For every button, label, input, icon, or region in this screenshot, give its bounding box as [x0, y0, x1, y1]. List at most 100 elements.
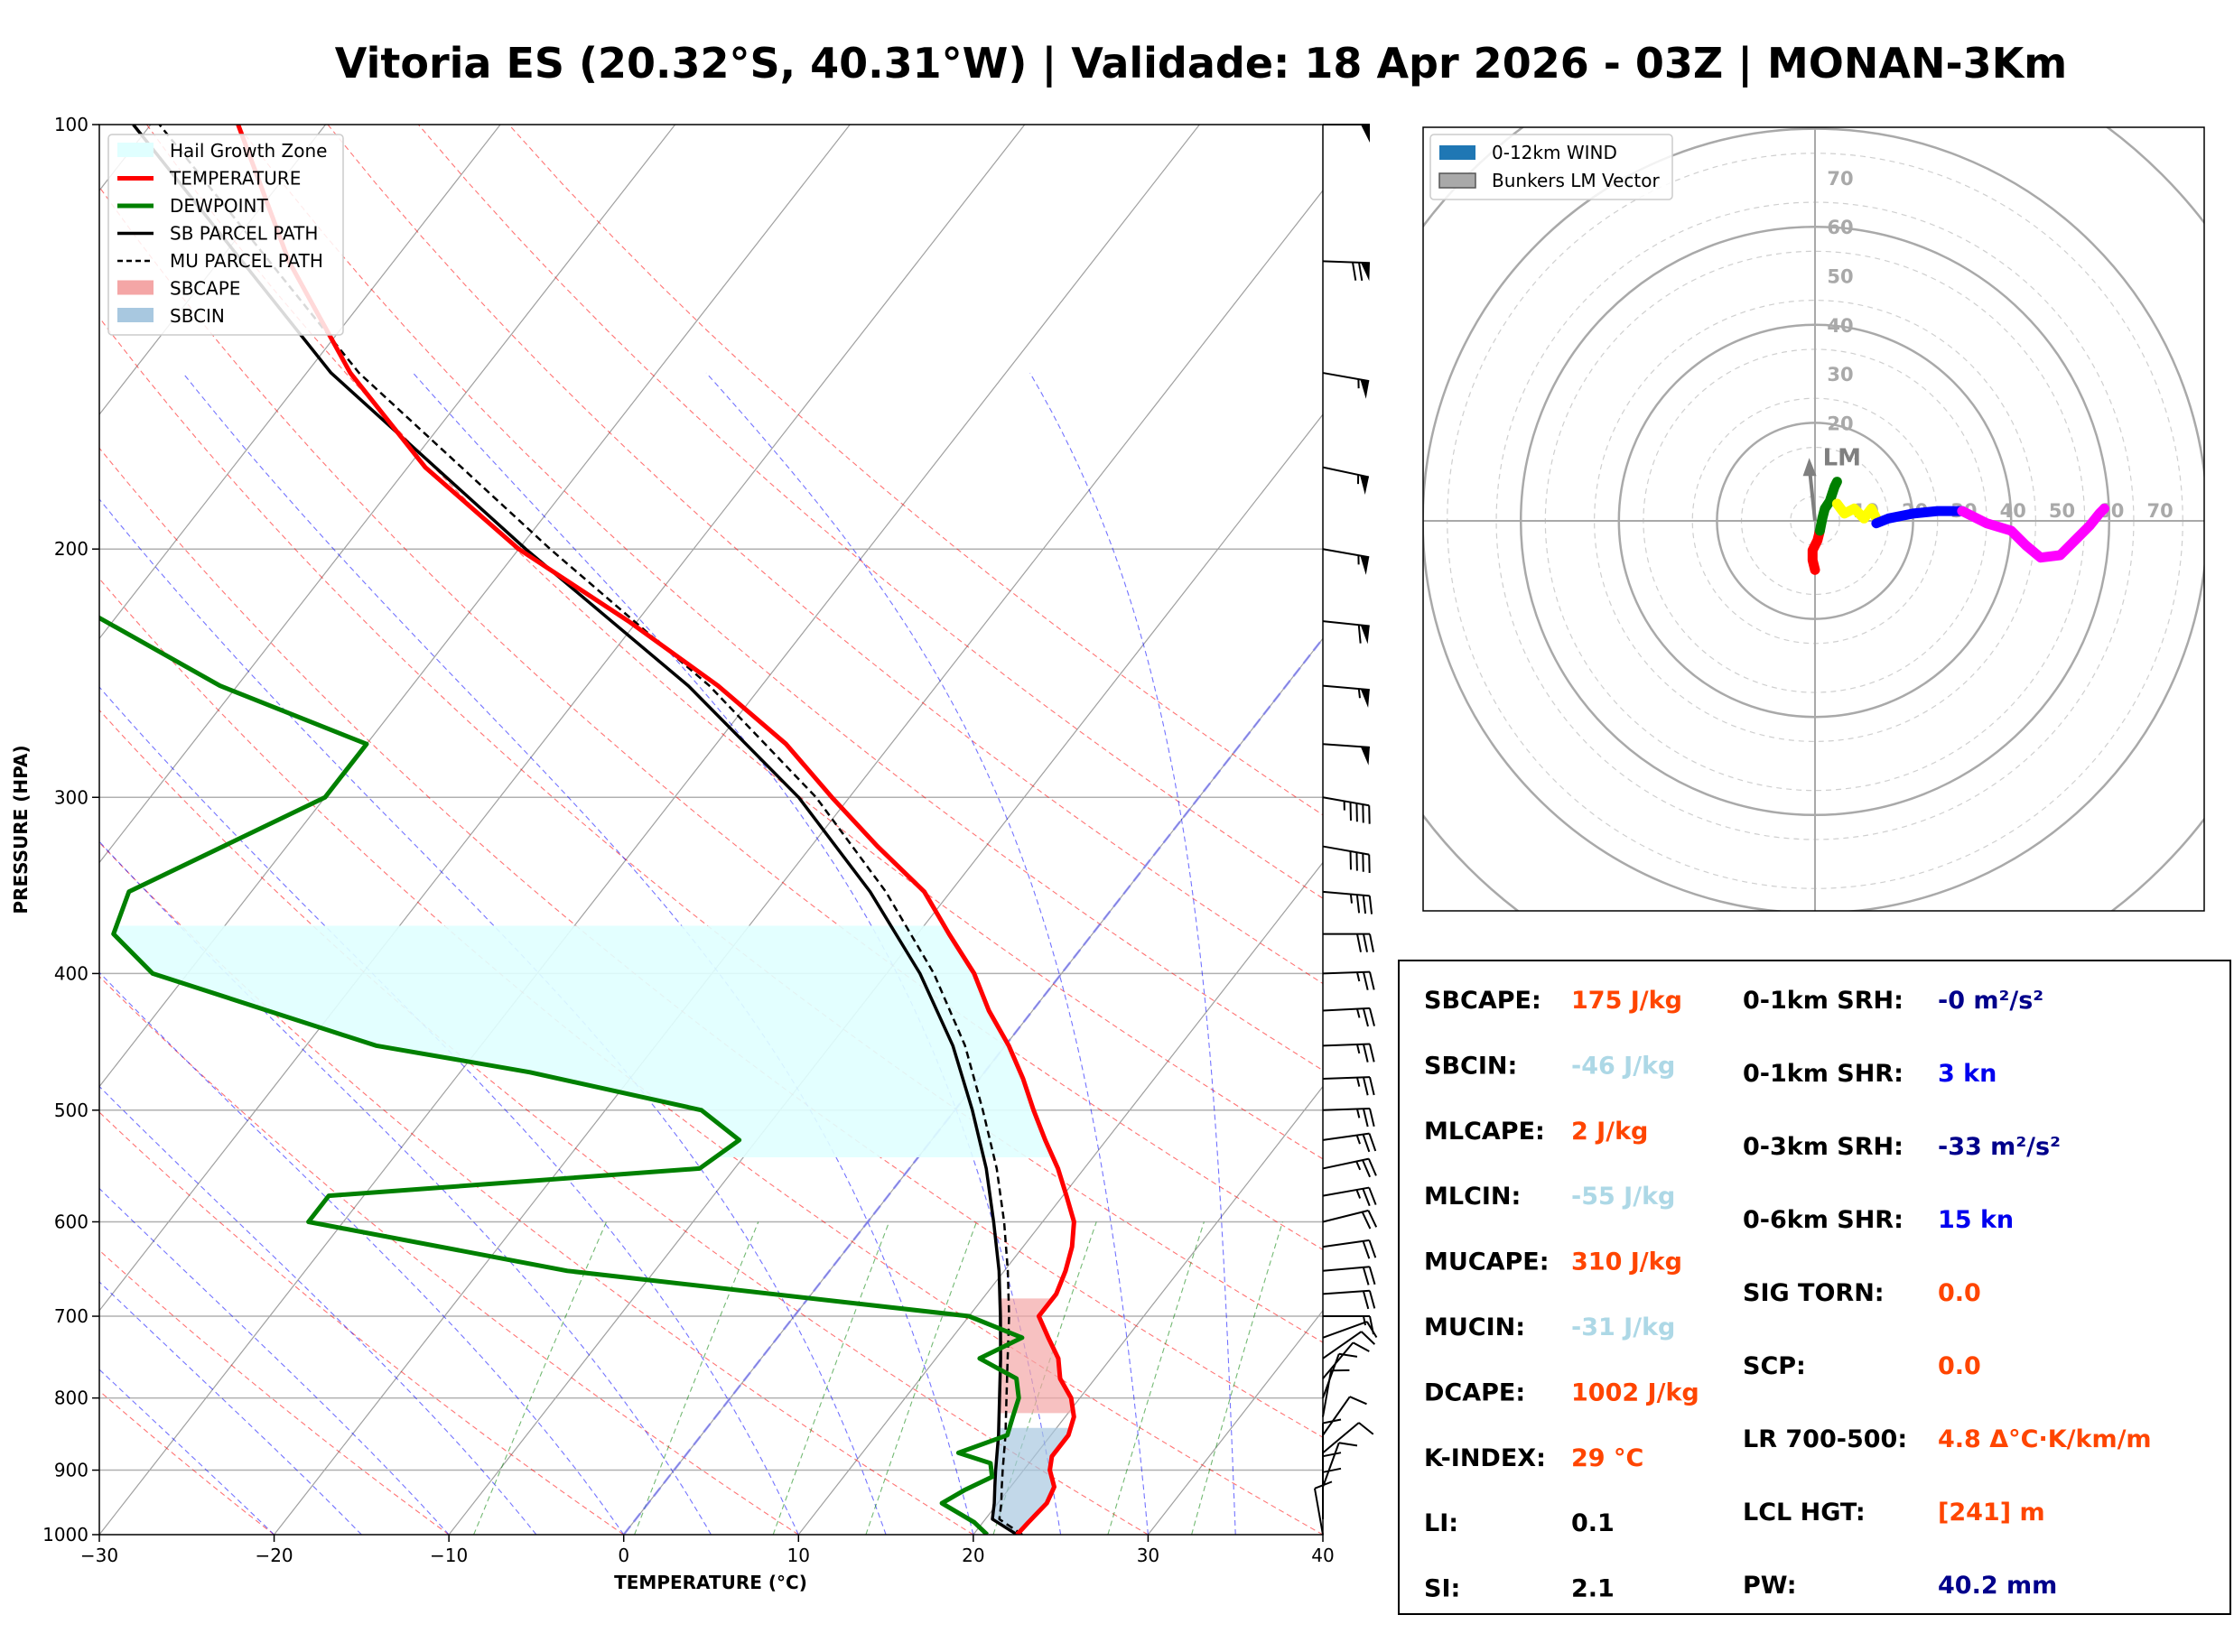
y-tick-label: 100 — [54, 114, 88, 135]
isotherm-line — [99, 125, 326, 416]
wind-barb — [1322, 1422, 1374, 1454]
isotherm-line — [99, 125, 1200, 1535]
bunkers-lm-vector — [1808, 474, 1817, 522]
dry-adiabat — [99, 186, 1323, 1250]
moist-adiabat — [99, 1085, 537, 1535]
legend-entry: SB PARCEL PATH — [170, 223, 318, 245]
dry-adiabat — [99, 578, 1323, 1535]
dry-adiabat — [327, 125, 1323, 985]
moist-adiabat — [99, 498, 887, 1535]
wind-barb — [1322, 845, 1371, 874]
ring-label-x: 40 — [2000, 500, 2026, 522]
moist-adiabat — [99, 971, 625, 1535]
wind-barb — [1322, 1157, 1377, 1178]
dry-adiabat — [508, 125, 1323, 816]
index-label: LR 700-500: — [1743, 1425, 1907, 1453]
index-value: -55 J/kg — [1571, 1183, 1675, 1211]
mu-parcel-line — [158, 125, 1023, 1535]
bunkers-lm-arrowhead — [1802, 458, 1817, 477]
moist-adiabat — [99, 1369, 275, 1535]
indices-table: SBCAPE: 175 J/kg SBCIN: -46 J/kg MLCAPE: 2 J/… — [1424, 987, 2152, 1603]
wind-barb — [1322, 1239, 1377, 1259]
ring-label-y: 40 — [1827, 315, 1853, 337]
index-value: 2 J/kg — [1571, 1118, 1648, 1146]
wind-barb — [1322, 890, 1373, 914]
wind-barb — [1322, 1186, 1377, 1207]
mixing-ratio-line — [634, 1221, 759, 1535]
index-label: 0-1km SHR: — [1743, 1060, 1904, 1088]
dry-adiabat — [99, 709, 1149, 1535]
wind-barb — [1322, 260, 1371, 282]
y-axis-label: PRESSURE (HPA) — [10, 745, 32, 914]
legend-entry: Hail Growth Zone — [170, 140, 327, 162]
legend-entry: DEWPOINT — [170, 195, 268, 217]
index-value: 40.2 mm — [1938, 1572, 2057, 1600]
ring-label-x: 50 — [2049, 500, 2075, 522]
wind-barb — [1322, 684, 1370, 708]
index-value: [241] m — [1938, 1499, 2045, 1527]
y-tick-label: 1000 — [42, 1524, 88, 1545]
index-value: 2.1 — [1571, 1575, 1615, 1603]
index-label: PW: — [1743, 1572, 1797, 1600]
wind-barb — [1322, 1321, 1378, 1339]
dry-adiabat — [99, 1249, 450, 1535]
index-label: LCL HGT: — [1743, 1499, 1866, 1527]
indices-panel: SBCAPE: 175 J/kg SBCIN: -46 J/kg MLCAPE: 2 J/… — [1398, 960, 2231, 1615]
legend-swatch — [1439, 145, 1475, 160]
dry-adiabat — [99, 841, 974, 1535]
index-value: 4.8 Δ°C·K/km/m — [1938, 1425, 2152, 1453]
isotherm-line — [99, 125, 676, 864]
y-tick-label: 300 — [54, 786, 88, 808]
hodograph-segment — [1814, 477, 1842, 536]
index-label: MUCAPE: — [1424, 1248, 1550, 1276]
hodograph-frame — [1422, 126, 2205, 912]
x-tick-label: 20 — [962, 1545, 984, 1566]
index-value: 0.0 — [1938, 1279, 1981, 1307]
index-label: SCP: — [1743, 1352, 1806, 1380]
hodograph-segment — [1831, 498, 1882, 524]
legend-swatch — [117, 143, 154, 157]
ring-label-y: 30 — [1827, 364, 1853, 385]
index-label: 0-3km SRH: — [1743, 1133, 1904, 1161]
index-value: 175 J/kg — [1571, 987, 1682, 1015]
index-label: K-INDEX: — [1424, 1444, 1546, 1472]
hodograph-trace: LM — [1802, 444, 2109, 575]
moist-adiabat — [705, 372, 1149, 1535]
sb-parcel-line — [132, 125, 1019, 1535]
index-value: -31 J/kg — [1571, 1313, 1675, 1341]
index-label: 0-6km SHR: — [1743, 1206, 1904, 1234]
moist-adiabat — [1029, 372, 1236, 1535]
index-value: -46 J/kg — [1571, 1052, 1675, 1080]
wind-barb — [1322, 1132, 1377, 1153]
legend-entry: MU PARCEL PATH — [170, 250, 323, 272]
index-value: 0.0 — [1938, 1352, 1981, 1380]
legend-swatch — [117, 280, 154, 295]
wind-barb — [1322, 796, 1371, 824]
legend-swatch — [117, 308, 154, 322]
ring-label-y: 20 — [1827, 413, 1853, 434]
wind-barb — [1322, 1289, 1376, 1310]
ring-label-y: 60 — [1827, 217, 1853, 238]
y-tick-label: 800 — [54, 1387, 88, 1409]
dry-adiabat — [237, 125, 1323, 1072]
isotherm-line — [797, 861, 1323, 1535]
moist-adiabat — [182, 372, 974, 1535]
index-label: SI: — [1424, 1575, 1460, 1603]
x-tick-label: −10 — [430, 1545, 468, 1566]
wind-barb — [1322, 620, 1370, 645]
wind-barb — [1322, 743, 1370, 766]
wind-barb — [1322, 1369, 1350, 1417]
x-axis-label: TEMPERATURE (°C) — [614, 1572, 807, 1593]
index-label: MUCIN: — [1424, 1313, 1525, 1341]
x-tick-label: 30 — [1137, 1545, 1159, 1566]
hodograph-segment — [1871, 506, 1968, 529]
hodograph-segment — [1957, 503, 2109, 563]
legend-box — [107, 134, 344, 336]
moist-adiabat — [99, 1187, 450, 1535]
x-tick-label: −20 — [255, 1545, 293, 1566]
